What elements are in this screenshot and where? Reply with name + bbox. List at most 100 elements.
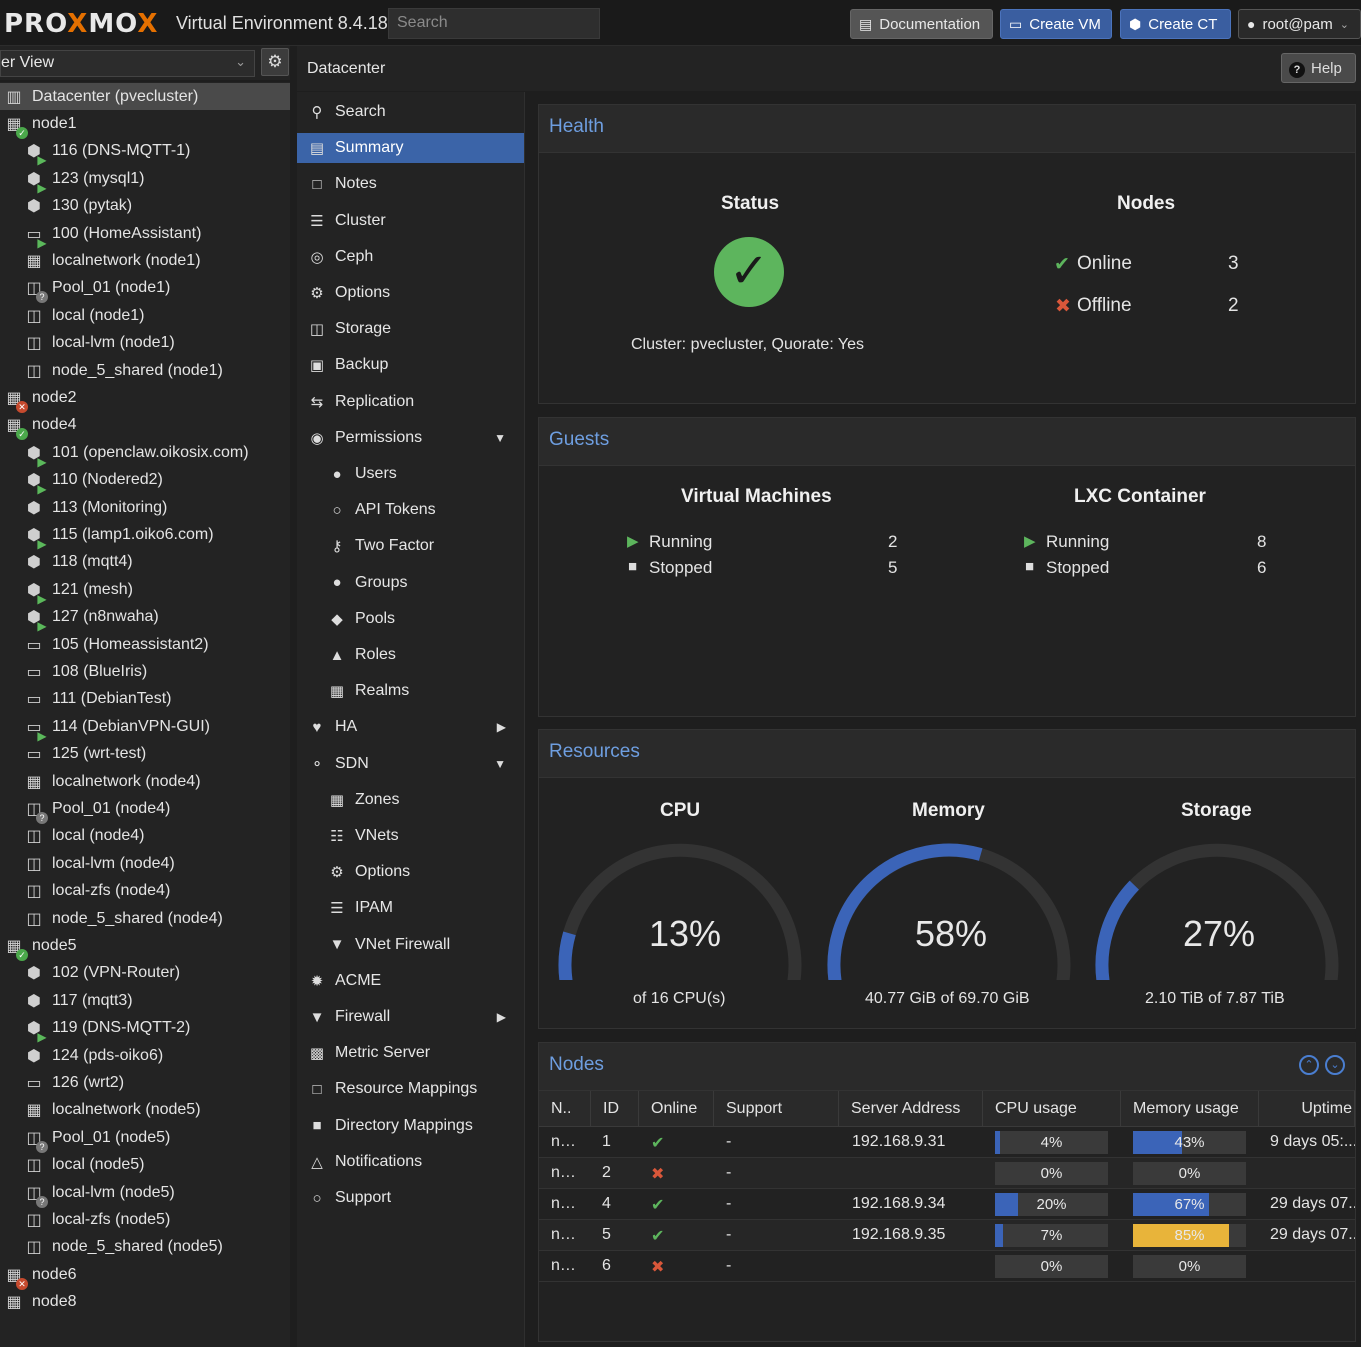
caret-down-icon[interactable]: ▼ bbox=[494, 756, 506, 771]
menu-item-groups[interactable]: ● Groups bbox=[297, 568, 524, 598]
tree-item[interactable]: ◫ local (node1) bbox=[0, 302, 290, 329]
menu-item-cluster[interactable]: ☰ Cluster bbox=[297, 206, 524, 236]
create-ct-button[interactable]: ⬢ Create CT bbox=[1120, 9, 1231, 39]
menu-item-vnets[interactable]: ☷ VNets bbox=[297, 821, 524, 851]
menu-item-acme[interactable]: ✹ ACME bbox=[297, 966, 524, 996]
menu-item-backup[interactable]: ▣ Backup bbox=[297, 350, 524, 380]
tree-item[interactable]: ▥ Datacenter (pvecluster) bbox=[0, 83, 290, 110]
tree-item[interactable]: ⬢ ▶ 123 (mysql1) bbox=[0, 165, 290, 194]
create-vm-button[interactable]: ▭ Create VM bbox=[1000, 9, 1112, 39]
tree-item[interactable]: ◫ local-lvm (node4) bbox=[0, 850, 290, 877]
column-header[interactable]: Uptime bbox=[1259, 1091, 1355, 1127]
tree-item[interactable]: ⬢ 102 (VPN-Router) bbox=[0, 960, 290, 987]
menu-item-realms[interactable]: ▦ Realms bbox=[297, 676, 524, 706]
tree-item[interactable]: ◫ local-zfs (node5) bbox=[0, 1206, 290, 1233]
search-input[interactable]: Search bbox=[388, 8, 600, 39]
tree-item[interactable]: ◫ node_5_shared (node4) bbox=[0, 905, 290, 932]
tree-item[interactable]: ▦ localnetwork (node4) bbox=[0, 768, 290, 795]
caret-down-icon[interactable]: ▼ bbox=[494, 430, 506, 445]
table-row[interactable]: n… 2 ✖ - 0% 0% bbox=[539, 1158, 1355, 1189]
menu-item-sdn[interactable]: ⚬ SDN ▼ bbox=[297, 749, 524, 779]
tree-item[interactable]: ◫ local (node5) bbox=[0, 1152, 290, 1179]
tree-item[interactable]: ◫? Pool_01 (node1) bbox=[0, 275, 290, 304]
gear-button[interactable]: ⚙ bbox=[261, 48, 289, 76]
documentation-button[interactable]: ▤ Documentation bbox=[850, 9, 993, 39]
table-row[interactable]: n… 1 ✔ - 192.168.9.31 4% 43% 9 days 05:... bbox=[539, 1127, 1355, 1158]
menu-item-api-tokens[interactable]: ○ API Tokens bbox=[297, 495, 524, 525]
tree-item[interactable]: ▦ localnetwork (node1) bbox=[0, 247, 290, 274]
view-selector[interactable]: er View ⌄ bbox=[0, 50, 255, 77]
menu-item-ceph[interactable]: ◎ Ceph bbox=[297, 242, 524, 272]
tree-item[interactable]: ⬢ 118 (mqtt4) bbox=[0, 549, 290, 576]
tree-item[interactable]: ◫ node_5_shared (node1) bbox=[0, 357, 290, 384]
tree-item[interactable]: ▭ ▶ 114 (DebianVPN-GUI) bbox=[0, 713, 290, 742]
menu-item-storage[interactable]: ◫ Storage bbox=[297, 314, 524, 344]
tree-item[interactable]: ▦ ✕ node2 bbox=[0, 384, 290, 413]
tree-item[interactable]: ▦ ✓ node5 bbox=[0, 932, 290, 961]
column-header[interactable]: Server Address bbox=[839, 1091, 983, 1127]
user-menu-button[interactable]: ● root@pam ⌄ bbox=[1238, 9, 1361, 39]
menu-item-roles[interactable]: ▲ Roles bbox=[297, 640, 524, 670]
tree-item[interactable]: ▭ ▶ 100 (HomeAssistant) bbox=[0, 220, 290, 249]
tree-item[interactable]: ⬢ ▶ 121 (mesh) bbox=[0, 576, 290, 605]
tree-item[interactable]: ▭ 105 (Homeassistant2) bbox=[0, 631, 290, 658]
table-row[interactable]: n… 6 ✖ - 0% 0% bbox=[539, 1251, 1355, 1282]
menu-item-summary[interactable]: ▤ Summary bbox=[297, 133, 524, 164]
tree-item[interactable]: ◫? Pool_01 (node5) bbox=[0, 1124, 290, 1153]
tree-item[interactable]: ⬢ 130 (pytak) bbox=[0, 193, 290, 220]
tree-item[interactable]: ⬢ ▶ 110 (Nodered2) bbox=[0, 467, 290, 495]
column-header[interactable]: Support bbox=[714, 1091, 839, 1127]
menu-item-replication[interactable]: ⇆ Replication bbox=[297, 387, 524, 417]
tree-item[interactable]: ⬢ 117 (mqtt3) bbox=[0, 987, 290, 1014]
tree-item[interactable]: ⬢ 113 (Monitoring) bbox=[0, 494, 290, 521]
menu-item-zones[interactable]: ▦ Zones bbox=[297, 785, 524, 815]
table-row[interactable]: n… 4 ✔ - 192.168.9.34 20% 67% 29 days 07... bbox=[539, 1189, 1355, 1220]
menu-item-ha[interactable]: ♥ HA ▶ bbox=[297, 712, 524, 742]
tree-item[interactable]: ◫? Pool_01 (node4) bbox=[0, 795, 290, 824]
column-header[interactable]: N.. bbox=[539, 1091, 591, 1127]
tree-item[interactable]: ▭ 126 (wrt2) bbox=[0, 1069, 290, 1096]
help-button[interactable]: ? Help bbox=[1281, 53, 1356, 83]
tree-item[interactable]: ▭ 125 (wrt-test) bbox=[0, 741, 290, 768]
tree-item[interactable]: ▦ node8 bbox=[0, 1289, 290, 1316]
tree-item[interactable]: ◫? local-lvm (node5) bbox=[0, 1179, 290, 1208]
resource-tree[interactable]: ▥ Datacenter (pvecluster) ▦ ✓ node1 ⬢ ▶ 116 (DN… bbox=[0, 82, 290, 1347]
tree-item[interactable]: ⬢ ▶ 116 (DNS-MQTT-1) bbox=[0, 138, 290, 166]
tree-item[interactable]: ⬢ 124 (pds-oiko6) bbox=[0, 1042, 290, 1069]
menu-item-resource-mappings[interactable]: □ Resource Mappings bbox=[297, 1074, 524, 1104]
tree-item[interactable]: ▦ localnetwork (node5) bbox=[0, 1097, 290, 1124]
column-header[interactable]: Online bbox=[639, 1091, 714, 1127]
tree-item[interactable]: ▭ 111 (DebianTest) bbox=[0, 686, 290, 713]
menu-item-firewall[interactable]: ▼ Firewall ▶ bbox=[297, 1002, 524, 1032]
menu-item-vnet-firewall[interactable]: ▼ VNet Firewall bbox=[297, 930, 524, 960]
table-row[interactable]: n… 5 ✔ - 192.168.9.35 7% 85% 29 days 07... bbox=[539, 1220, 1355, 1251]
tree-item[interactable]: ⬢ ▶ 119 (DNS-MQTT-2) bbox=[0, 1015, 290, 1043]
caret-right-icon[interactable]: ▶ bbox=[496, 720, 506, 735]
proxmox-logo[interactable]: PROXMOX bbox=[4, 9, 159, 39]
menu-item-support[interactable]: ○ Support bbox=[297, 1183, 524, 1213]
tree-item[interactable]: ◫ local-lvm (node1) bbox=[0, 330, 290, 357]
menu-item-metric-server[interactable]: ▩ Metric Server bbox=[297, 1038, 524, 1068]
menu-item-two-factor[interactable]: ⚷ Two Factor bbox=[297, 531, 524, 561]
tree-item[interactable]: ⬢ ▶ 101 (openclaw.oikosix.com) bbox=[0, 439, 290, 468]
menu-item-directory-mappings[interactable]: ■ Directory Mappings bbox=[297, 1111, 524, 1141]
menu-item-pools[interactable]: ◆ Pools bbox=[297, 604, 524, 634]
tree-item[interactable]: ▦ ✓ node4 bbox=[0, 412, 290, 441]
collapse-up-icon[interactable]: ⌃ bbox=[1299, 1055, 1319, 1075]
tree-item[interactable]: ◫ local-zfs (node4) bbox=[0, 878, 290, 905]
menu-item-notes[interactable]: □ Notes bbox=[297, 169, 524, 199]
menu-item-search[interactable]: ⚲ Search bbox=[297, 97, 524, 127]
expand-down-icon[interactable]: ⌄ bbox=[1325, 1055, 1345, 1075]
menu-item-ipam[interactable]: ☰ IPAM bbox=[297, 893, 524, 923]
tree-item[interactable]: ▭ 108 (BlueIris) bbox=[0, 658, 290, 685]
menu-item-notifications[interactable]: △ Notifications bbox=[297, 1147, 524, 1177]
column-header[interactable]: Memory usage bbox=[1121, 1091, 1259, 1127]
tree-item[interactable]: ▦ ✕ node6 bbox=[0, 1261, 290, 1290]
menu-item-options[interactable]: ⚙ Options bbox=[297, 857, 524, 887]
tree-item[interactable]: ▦ ✓ node1 bbox=[0, 110, 290, 139]
column-header[interactable]: ID bbox=[591, 1091, 639, 1127]
tree-item[interactable]: ⬢ ▶ 115 (lamp1.oiko6.com) bbox=[0, 521, 290, 550]
menu-item-users[interactable]: ● Users bbox=[297, 459, 524, 489]
tree-item[interactable]: ◫ node_5_shared (node5) bbox=[0, 1234, 290, 1261]
menu-item-permissions[interactable]: ◉ Permissions ▼ bbox=[297, 423, 524, 453]
